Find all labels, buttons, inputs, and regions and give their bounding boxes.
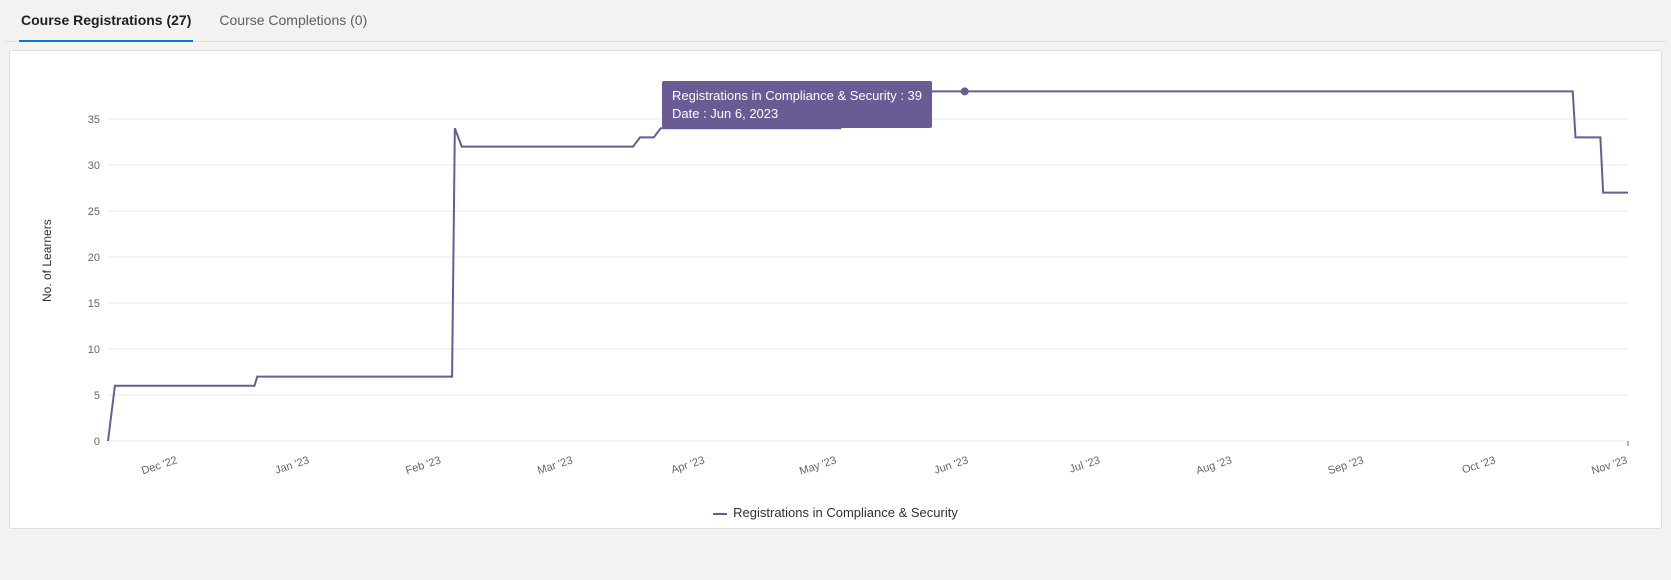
svg-text:Dec '22: Dec '22 [140,454,179,477]
tab-count: (0) [350,12,367,28]
svg-text:May '23: May '23 [798,454,838,477]
svg-text:Apr '23: Apr '23 [670,454,707,476]
report-frame: Course Registrations (27) Course Complet… [0,0,1671,538]
svg-text:Oct '23: Oct '23 [1461,454,1498,476]
y-axis-title: No. of Learners [40,219,54,302]
chart-card: 0 5 10 15 20 25 30 35 Dec '22 Jan '23 Feb '23 Mar '… [9,50,1662,529]
svg-text:30: 30 [88,160,100,172]
svg-text:Jul '23: Jul '23 [1068,454,1102,475]
tab-course-registrations[interactable]: Course Registrations (27) [19,0,193,42]
svg-text:15: 15 [88,298,100,310]
svg-text:5: 5 [94,390,100,402]
tab-label: Course Completions [219,12,346,28]
svg-text:20: 20 [88,252,100,264]
svg-text:10: 10 [88,344,100,356]
svg-text:35: 35 [88,114,100,126]
tab-count: (27) [166,12,191,28]
svg-text:Jan '23: Jan '23 [274,454,311,476]
svg-text:25: 25 [88,206,100,218]
highlight-marker [961,87,969,95]
legend-swatch [713,513,727,515]
chart-legend: Registrations in Compliance & Security [20,501,1651,522]
legend-label: Registrations in Compliance & Security [733,505,958,520]
tab-label: Course Registrations [21,12,163,28]
svg-text:Mar '23: Mar '23 [536,454,574,477]
series-line [108,91,1628,441]
tabs-bar: Course Registrations (27) Course Complet… [5,0,1666,42]
svg-text:Jun '23: Jun '23 [933,454,970,476]
svg-text:Feb '23: Feb '23 [404,454,442,477]
chart-area: 0 5 10 15 20 25 30 35 Dec '22 Jan '23 Feb '23 Mar '… [20,61,1651,501]
chart-svg: 0 5 10 15 20 25 30 35 Dec '22 Jan '23 Feb '23 Mar '… [20,61,1648,501]
svg-text:0: 0 [94,436,100,448]
svg-text:Sep '23: Sep '23 [1326,454,1365,477]
svg-text:Nov '23: Nov '23 [1590,454,1629,477]
svg-text:Aug '23: Aug '23 [1195,454,1234,477]
tab-course-completions[interactable]: Course Completions (0) [217,0,369,42]
